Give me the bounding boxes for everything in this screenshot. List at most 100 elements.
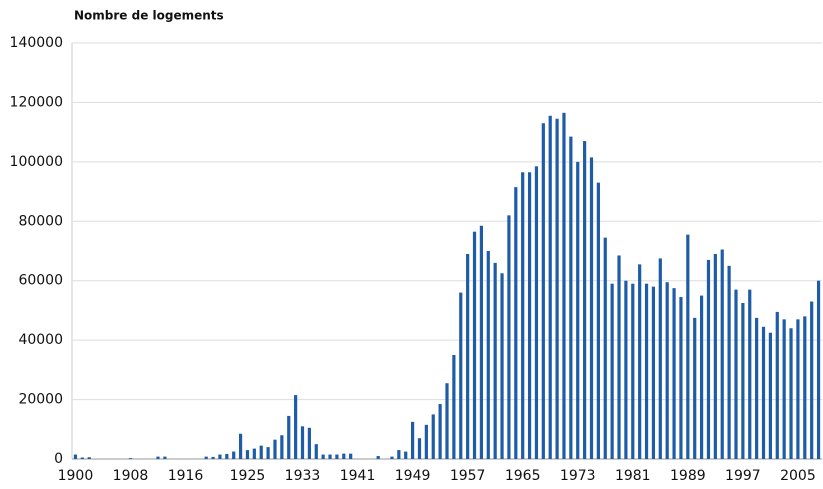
- bar: [693, 317, 697, 459]
- bar: [211, 456, 215, 459]
- bar: [328, 454, 332, 459]
- bar: [768, 332, 772, 459]
- bar: [472, 231, 477, 459]
- bar: [252, 448, 256, 459]
- bar: [397, 450, 401, 459]
- y-tick-label: 20000: [18, 392, 63, 408]
- bar: [562, 112, 566, 459]
- y-tick-label: 0: [54, 451, 63, 467]
- bar: [603, 237, 607, 459]
- bar: [789, 328, 793, 459]
- bar: [651, 286, 656, 459]
- bar: [569, 136, 573, 459]
- x-tick-label: 1916: [168, 468, 204, 484]
- x-tick-label: 1908: [113, 468, 149, 484]
- bar: [624, 280, 628, 459]
- bar: [521, 172, 525, 459]
- bar: [459, 292, 463, 459]
- y-tick-label: 40000: [18, 332, 63, 348]
- bar: [225, 453, 229, 459]
- bar: [686, 234, 690, 459]
- bar: [80, 457, 84, 459]
- bar: [796, 319, 800, 459]
- y-tick-label: 100000: [10, 154, 63, 170]
- bar: [748, 289, 752, 459]
- bar: [128, 458, 133, 459]
- bar: [507, 215, 511, 459]
- bar: [500, 273, 504, 459]
- bar: [321, 454, 325, 459]
- bar: [514, 187, 518, 459]
- bar: [342, 453, 346, 459]
- x-tick-label: 1973: [560, 468, 596, 484]
- bar: [713, 253, 717, 459]
- x-tick-label: 1933: [285, 468, 321, 484]
- bar: [73, 454, 78, 459]
- bar: [534, 166, 539, 460]
- bar: [259, 445, 263, 459]
- bar: [810, 301, 814, 459]
- y-tick-label: 140000: [10, 35, 63, 51]
- bar: [741, 303, 745, 459]
- bar: [548, 115, 552, 460]
- x-tick-label: 1989: [670, 468, 706, 484]
- bar: [583, 141, 587, 460]
- bar: [699, 295, 704, 459]
- bar: [232, 451, 236, 459]
- bar: [466, 253, 470, 459]
- y-tick-label: 80000: [18, 213, 63, 229]
- bar: [720, 249, 724, 459]
- bar: [610, 283, 614, 459]
- bar: [156, 456, 160, 459]
- y-tick-label: 60000: [18, 273, 63, 289]
- bar: [300, 426, 305, 459]
- bar: [204, 456, 208, 459]
- chart-title: Nombre de logements: [74, 9, 224, 23]
- bar: [404, 451, 408, 459]
- bar: [87, 457, 91, 459]
- bar: [452, 355, 456, 459]
- x-tick-label: 1949: [395, 468, 431, 484]
- bar: [287, 415, 291, 459]
- bar: [238, 433, 243, 459]
- bar: [658, 258, 662, 459]
- bar: [307, 427, 311, 459]
- bar: [527, 172, 532, 459]
- bar: [445, 383, 449, 459]
- bar: [294, 395, 298, 459]
- bar: [335, 454, 339, 459]
- bar: [755, 317, 759, 459]
- bar: [631, 283, 635, 459]
- x-tick-label: 1965: [505, 468, 541, 484]
- bar: [596, 182, 600, 459]
- bar: [417, 438, 422, 459]
- bar: [266, 447, 270, 459]
- bar: [638, 264, 642, 459]
- bar: [775, 311, 779, 459]
- bar: [410, 421, 415, 459]
- bar: [782, 319, 786, 459]
- bar: [589, 157, 594, 459]
- x-tick-label: 1957: [450, 468, 486, 484]
- y-tick-label: 120000: [10, 94, 63, 110]
- bar: [617, 255, 621, 459]
- bar: [349, 453, 353, 459]
- bar: [816, 280, 821, 459]
- bar: [679, 297, 683, 459]
- x-tick-label: 1997: [725, 468, 761, 484]
- bar: [280, 435, 284, 459]
- bar: [314, 444, 318, 459]
- bar: [734, 289, 738, 459]
- bar: [424, 424, 428, 459]
- bar: [273, 439, 277, 459]
- bar: [245, 450, 250, 459]
- bar: [218, 454, 222, 459]
- bar: [576, 161, 580, 459]
- bar: [761, 326, 766, 459]
- bar: [438, 404, 442, 459]
- bar: [644, 283, 649, 459]
- bar: [163, 456, 167, 459]
- bar: [727, 265, 731, 459]
